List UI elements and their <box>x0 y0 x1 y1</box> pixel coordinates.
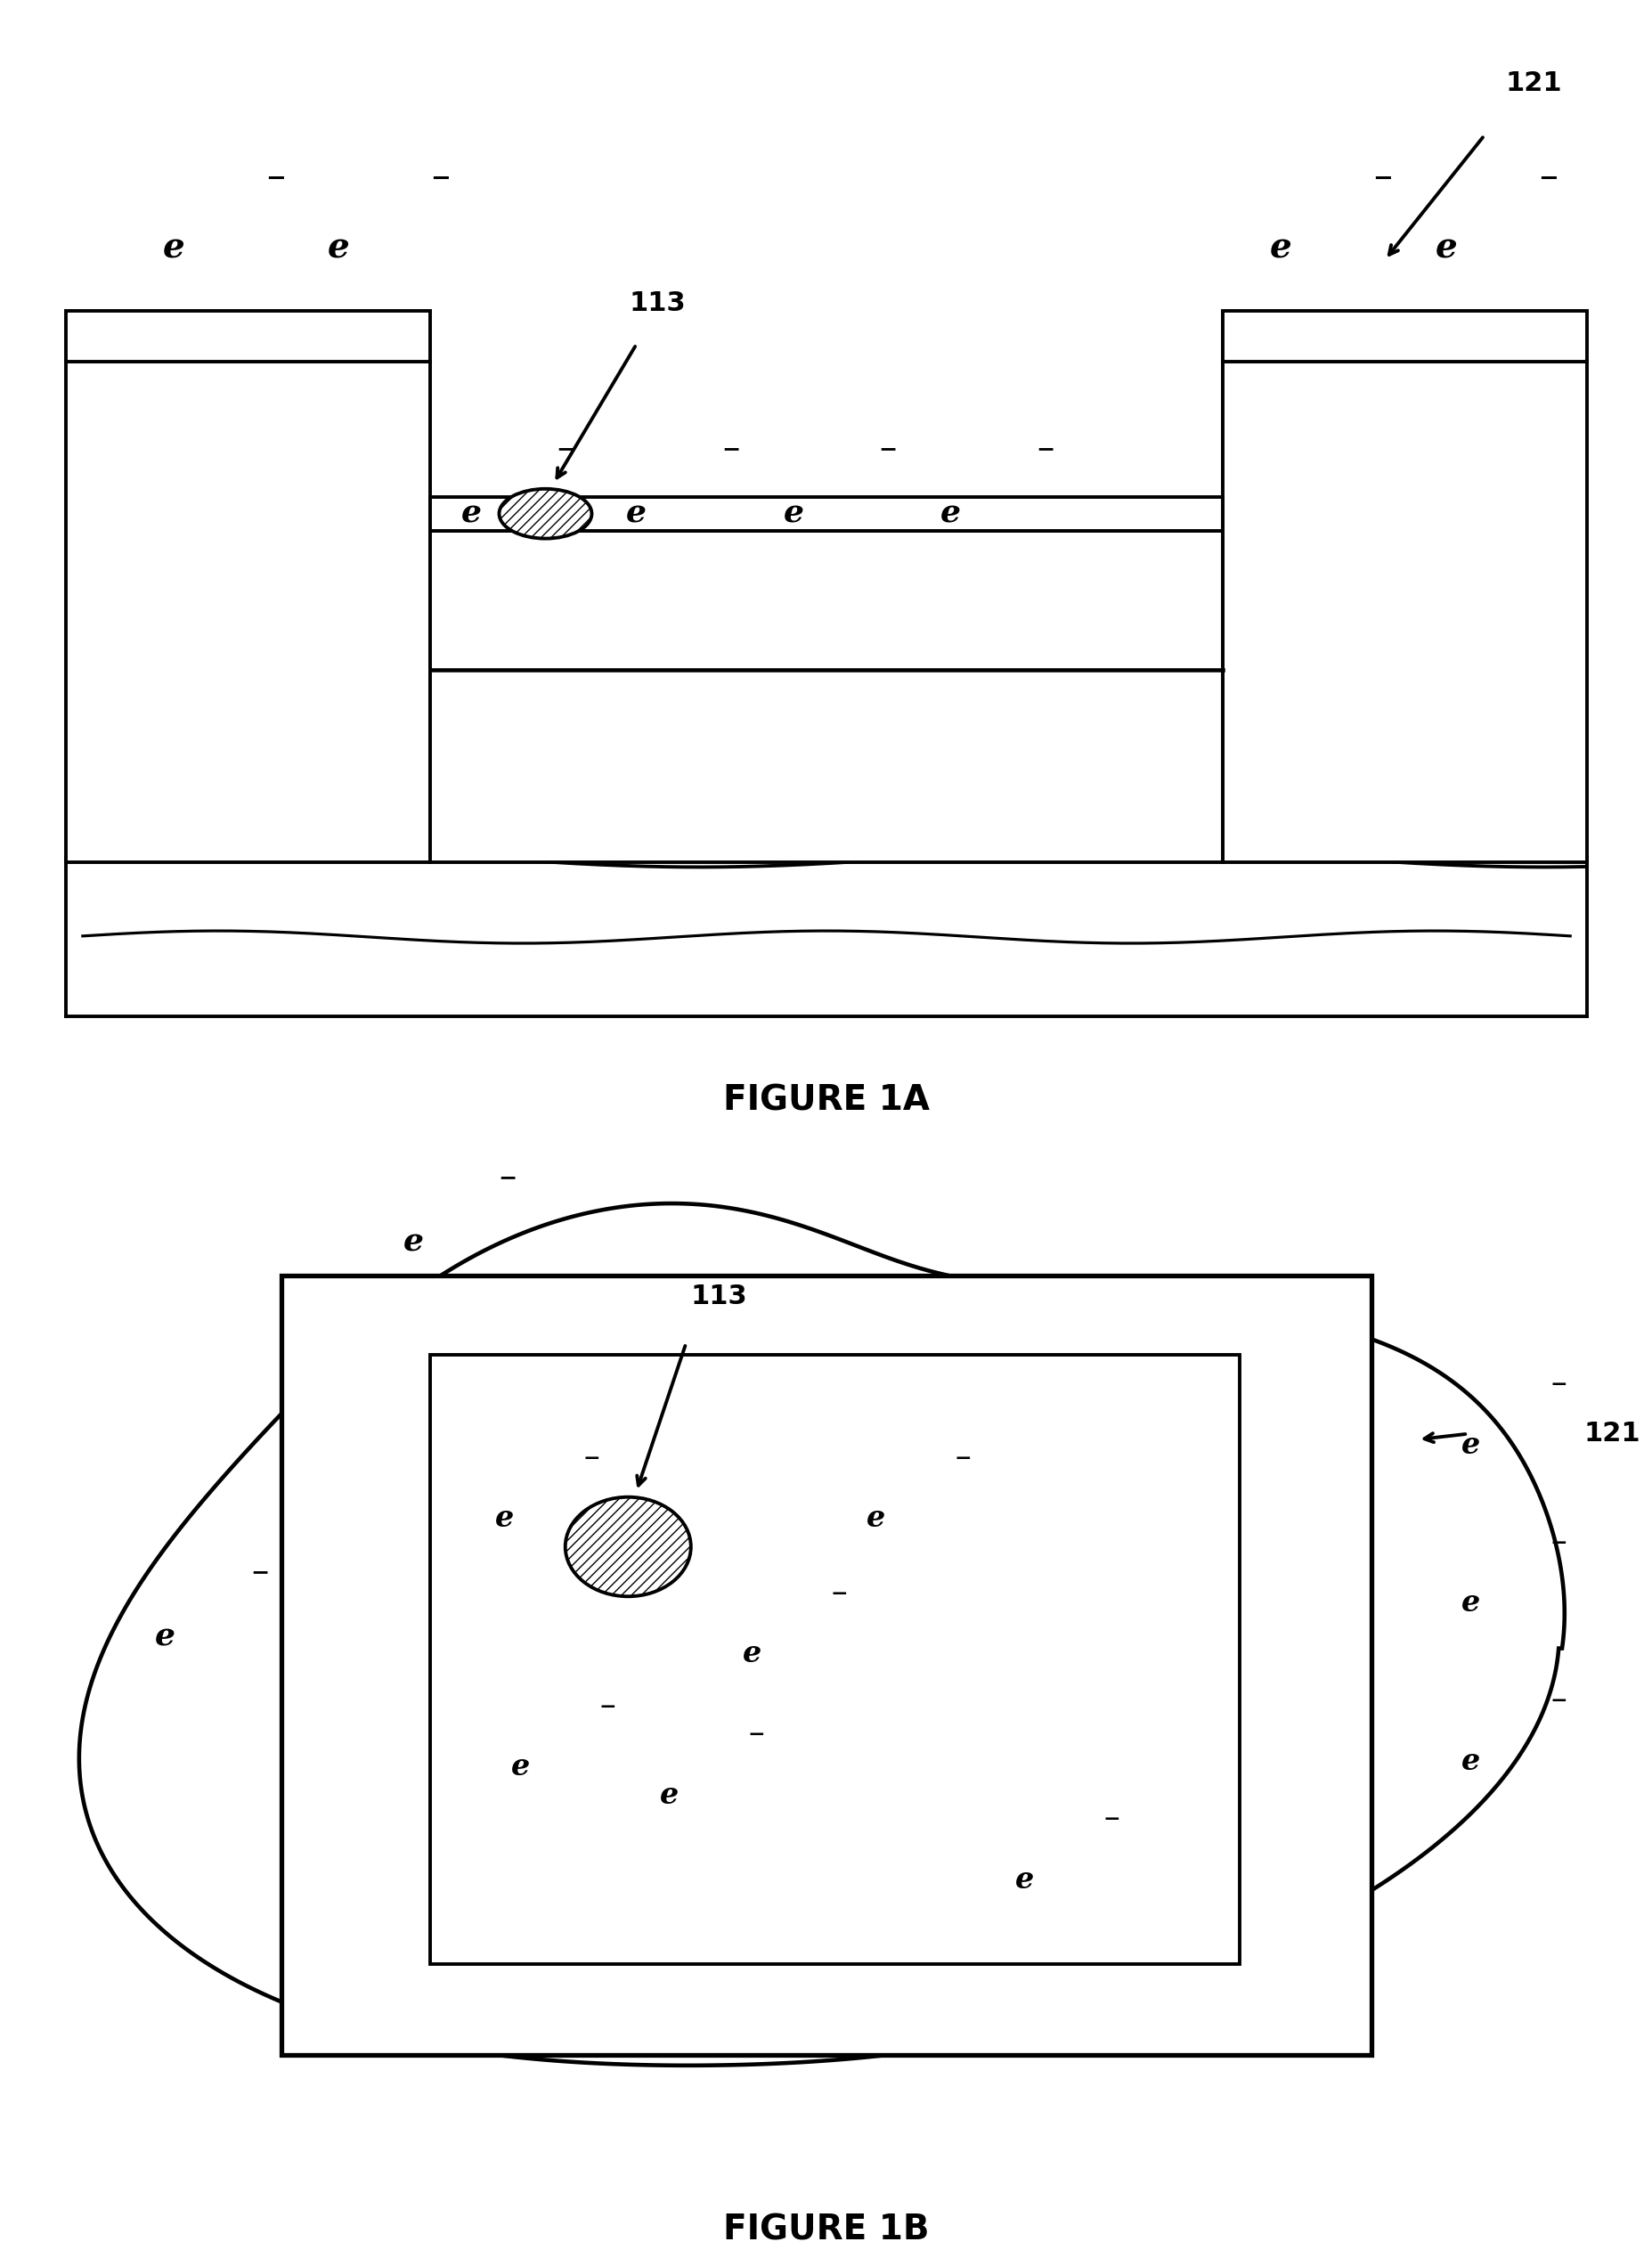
Text: e: e <box>403 1226 423 1258</box>
Text: −: − <box>264 167 286 192</box>
Text: 121: 121 <box>1505 70 1561 97</box>
Bar <box>430 497 1222 531</box>
Text: e: e <box>1460 1429 1480 1461</box>
Text: e: e <box>494 1504 514 1533</box>
Text: −: − <box>557 438 575 461</box>
Text: e: e <box>1434 233 1457 264</box>
Text: 113: 113 <box>691 1285 747 1310</box>
Text: −: − <box>583 1450 600 1468</box>
Text: −: − <box>831 1585 847 1603</box>
Text: −: − <box>1371 167 1393 192</box>
Bar <box>430 1355 1239 1964</box>
Text: −: − <box>430 167 451 192</box>
Text: e: e <box>1269 233 1292 264</box>
Text: e: e <box>866 1504 885 1533</box>
Text: −: − <box>1536 167 1558 192</box>
Text: e: e <box>510 1752 530 1782</box>
Text: −: − <box>722 438 740 461</box>
Text: FIGURE 1A: FIGURE 1A <box>724 1084 930 1118</box>
Ellipse shape <box>499 490 591 540</box>
Ellipse shape <box>565 1497 691 1596</box>
Text: e: e <box>659 1779 679 1811</box>
Bar <box>66 361 430 863</box>
Text: e: e <box>327 233 350 264</box>
Text: e: e <box>155 1621 175 1653</box>
Bar <box>281 1276 1371 2055</box>
Text: −: − <box>600 1698 616 1716</box>
Text: e: e <box>162 233 185 264</box>
Text: e: e <box>461 499 481 528</box>
Text: −: − <box>1104 1811 1120 1829</box>
Text: e: e <box>1014 1865 1034 1894</box>
Text: −: − <box>748 1725 765 1745</box>
Bar <box>430 531 1222 863</box>
Bar <box>1222 361 1586 863</box>
Text: −: − <box>1550 1533 1566 1554</box>
Text: FIGURE 1B: FIGURE 1B <box>724 2213 928 2247</box>
Text: −: − <box>1036 438 1054 461</box>
Text: e: e <box>1460 1587 1480 1619</box>
Text: −: − <box>879 438 897 461</box>
Text: 113: 113 <box>629 291 686 316</box>
Text: −: − <box>1550 1691 1566 1712</box>
Bar <box>1222 312 1586 361</box>
Text: −: − <box>955 1450 971 1468</box>
Text: −: − <box>499 1167 517 1188</box>
Text: 121: 121 <box>1583 1420 1639 1447</box>
Text: e: e <box>783 499 803 528</box>
Text: −: − <box>251 1563 269 1583</box>
Text: e: e <box>742 1639 762 1669</box>
Text: e: e <box>626 499 646 528</box>
Text: e: e <box>940 499 960 528</box>
Text: e: e <box>1460 1745 1480 1777</box>
Bar <box>66 312 430 361</box>
Polygon shape <box>79 1204 1564 2066</box>
Text: −: − <box>1550 1375 1566 1395</box>
